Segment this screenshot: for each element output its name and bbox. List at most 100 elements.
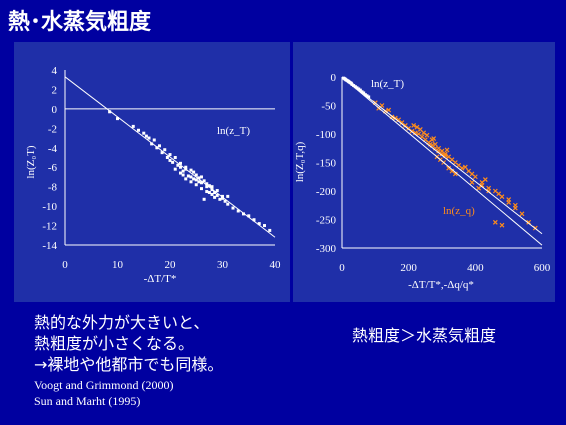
data-point [207, 184, 211, 188]
data-point [189, 175, 193, 179]
data-point [163, 148, 167, 152]
y-axis-label: ln(Z₀T,q) [294, 141, 306, 182]
data-point [131, 124, 135, 128]
body-line-3: →裸地や他都市でも同様。 [34, 355, 224, 374]
data-point [210, 185, 214, 189]
data-point [158, 144, 161, 148]
x-tick-label: 20 [165, 259, 177, 271]
fit-line [64, 76, 276, 238]
x-tick-label: 10 [112, 259, 124, 271]
data-point [215, 189, 219, 193]
data-point [360, 90, 364, 94]
y-tick-labels: 4 2 0 -2 -4 -6 -8 -10 -12 -14 [42, 65, 57, 252]
data-point [194, 178, 198, 182]
data-point [192, 177, 196, 181]
y-tick-label: 2 [52, 84, 58, 96]
data-point [226, 202, 230, 206]
data-point [252, 218, 256, 222]
y-tick-label: -100 [316, 129, 337, 141]
y-tick-labels: 0 -50 -100 -150 -200 -250 -300 [316, 72, 337, 255]
data-point [189, 168, 193, 172]
data-point [432, 141, 438, 147]
y-tick-label: 4 [52, 65, 58, 77]
data-point [168, 153, 172, 157]
data-point [160, 151, 164, 155]
data-point [499, 222, 505, 228]
y-tick-label: -6 [48, 162, 58, 174]
data-point [411, 123, 417, 128]
data-point [197, 180, 201, 184]
data-point [179, 171, 182, 175]
data-point [226, 194, 230, 198]
data-point [108, 110, 112, 114]
y-tick-label: -8 [48, 182, 58, 194]
y-tick-label: -300 [316, 243, 337, 255]
data-point [362, 91, 366, 95]
data-point [353, 85, 357, 89]
data-point [479, 182, 485, 188]
y-tick-label: -150 [316, 158, 337, 170]
data-point [412, 130, 418, 136]
fit-line-q [341, 76, 543, 246]
annotation-lnzt: ln(z_T) [371, 78, 404, 90]
data-point [184, 177, 188, 181]
x-tick-label: 30 [217, 259, 229, 271]
body-line-1: 熱的な外力が大きいと、 [34, 313, 210, 332]
fit-line-t [341, 76, 543, 235]
annotation-lnzt: ln(z_T) [217, 125, 250, 137]
data-point [171, 160, 175, 164]
reference-1: Voogt and Grimmond (2000) [34, 378, 174, 392]
data-point [116, 117, 119, 121]
x-tick-label: 0 [339, 262, 345, 274]
data-point [184, 165, 188, 169]
data-point [192, 170, 196, 174]
data-point [200, 181, 203, 185]
data-point [242, 212, 245, 216]
data-point [482, 177, 488, 183]
data-point [231, 206, 235, 210]
data-point [215, 193, 219, 197]
y-tick-label: -250 [316, 215, 337, 227]
data-point [213, 191, 217, 194]
y-tick-label: -14 [42, 240, 57, 252]
y-tick-label: -2 [48, 123, 57, 135]
data-point [386, 107, 392, 113]
data-point [263, 224, 266, 228]
data-point [519, 211, 525, 217]
data-point [512, 202, 518, 208]
y-tick-label: 0 [331, 72, 337, 84]
body-line-2: 熱粗度が小さくなる。 [34, 334, 195, 353]
x-tick-label: 40 [270, 259, 282, 271]
data-point [221, 194, 224, 198]
body-text: 熱的な外力が大きいと、 熱粗度が小さくなる。 →裸地や他都市でも同様。 Voog… [34, 312, 223, 409]
data-point [424, 132, 430, 138]
data-point [173, 156, 177, 159]
data-point [147, 136, 151, 140]
scatter-points [108, 110, 272, 232]
data-point [496, 191, 502, 197]
data-point [355, 86, 359, 90]
data-point [194, 173, 198, 177]
data-point [137, 128, 140, 132]
data-point [492, 219, 498, 225]
data-point [452, 171, 458, 177]
data-point [472, 174, 478, 180]
x-tick-labels: 0 10 20 30 40 [62, 259, 281, 271]
data-point [176, 163, 180, 167]
data-point [257, 222, 261, 226]
x-tick-label: 200 [400, 262, 417, 274]
data-point [268, 228, 272, 232]
data-point [506, 197, 512, 202]
data-point [358, 88, 362, 92]
data-point [207, 191, 211, 194]
data-point [213, 195, 217, 199]
data-point [194, 183, 198, 187]
data-point [526, 219, 532, 225]
data-point [150, 142, 154, 146]
slide-title: 熱･水蒸気粗度 [8, 10, 152, 35]
data-point [486, 188, 492, 194]
data-point [179, 165, 182, 169]
y-tick-label: -50 [321, 101, 336, 113]
data-point [431, 136, 437, 141]
y-tick-label: -10 [42, 201, 57, 213]
